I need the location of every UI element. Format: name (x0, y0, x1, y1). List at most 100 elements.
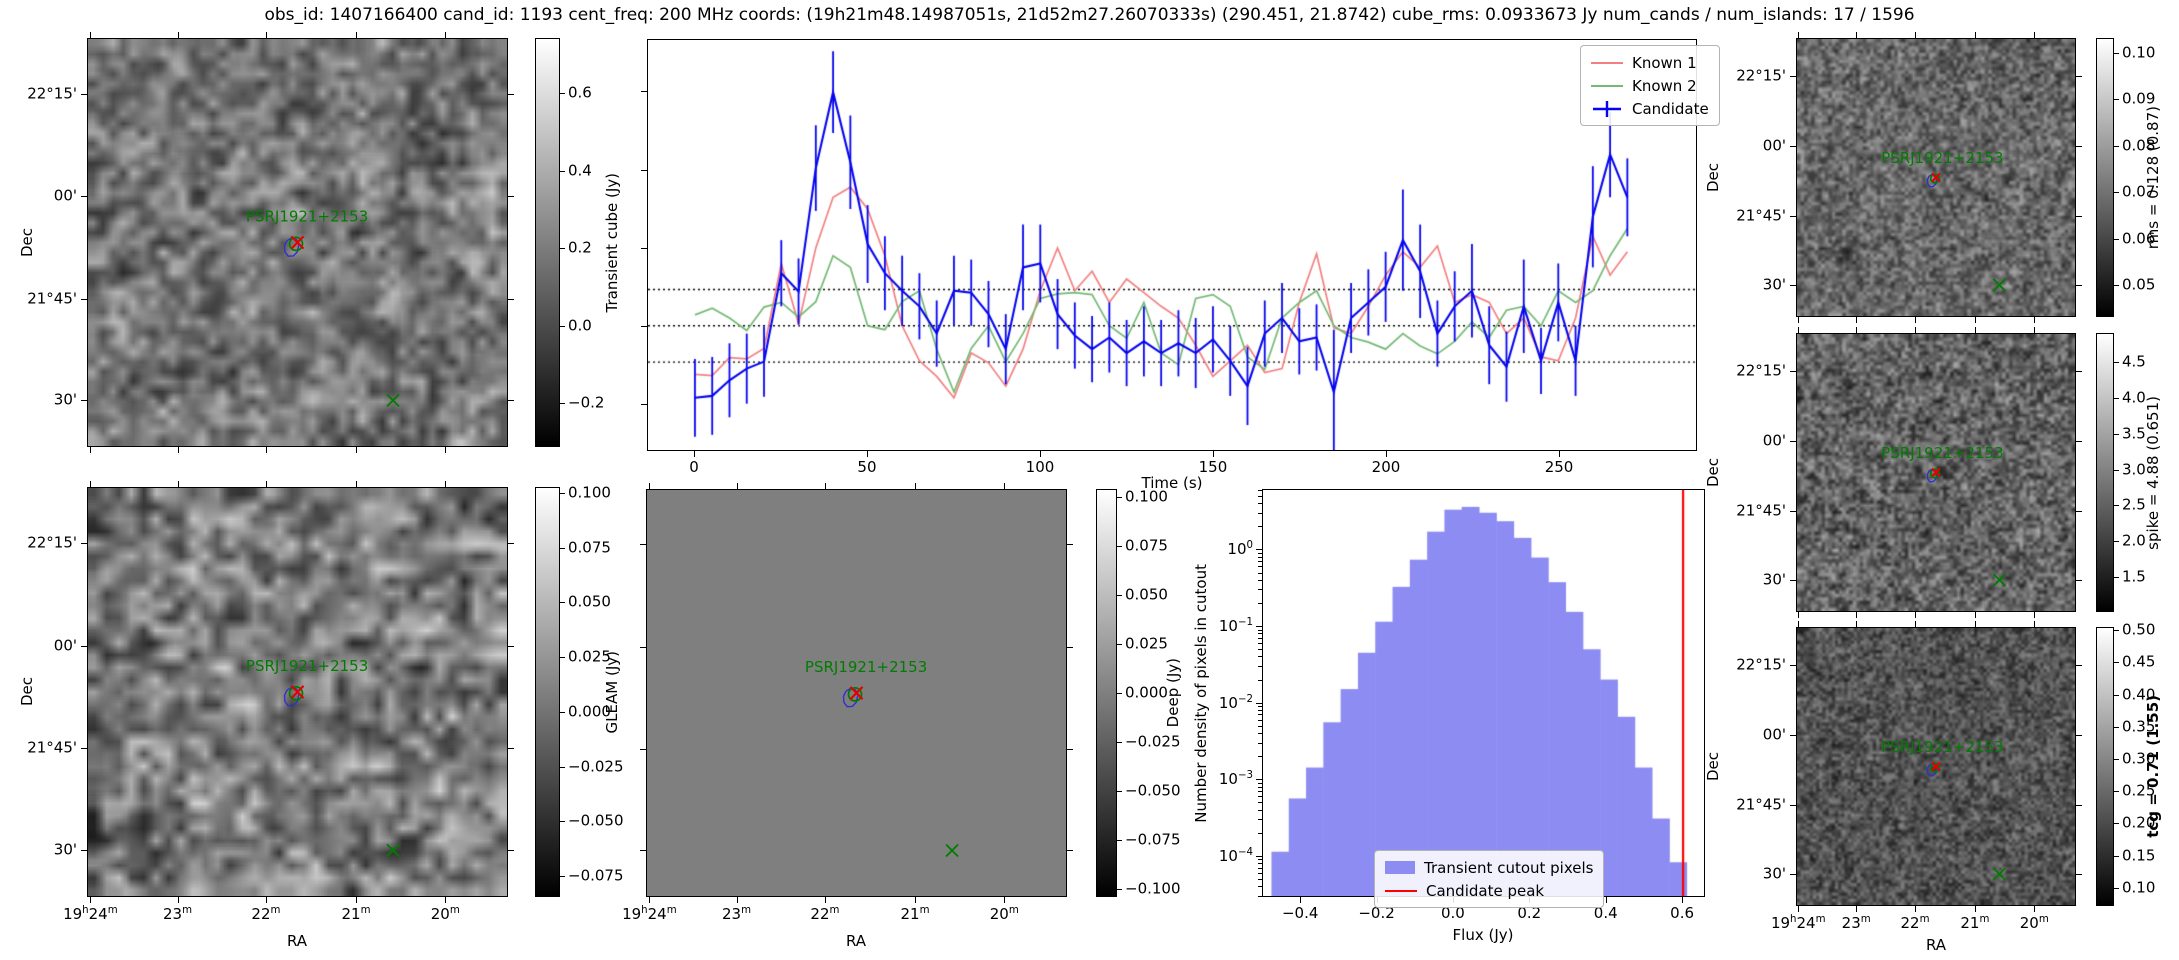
axis-tick (356, 447, 358, 453)
axis-tick (81, 645, 87, 647)
colorbar-tick-label: −0.050 (568, 811, 624, 830)
axis-tick (1856, 327, 1858, 333)
transient-colorbar (535, 38, 560, 447)
axis-tick (1117, 889, 1122, 891)
dec-tick-label: 00' (53, 636, 77, 655)
density-tick-label: 10−4 (1218, 846, 1253, 865)
cutout-panel-tcg: PSRJ1921+2153 (1796, 627, 2076, 906)
axis-tick (1117, 693, 1122, 694)
axis-tick (81, 196, 87, 198)
source-name-label: PSRJ1921+2153 (1881, 149, 2003, 167)
axis-tick (1258, 802, 1262, 804)
axis-tick (1258, 572, 1262, 574)
colorbar-tick-label: 0.05 (2122, 275, 2156, 294)
axis-tick (2114, 887, 2119, 889)
ra-tick-label: 19h24m (622, 905, 677, 923)
dec-tick-label: 00' (1762, 136, 1786, 155)
candidate-x-marker (290, 685, 305, 699)
axis-tick (1258, 709, 1262, 711)
density-tick-label: 10−3 (1218, 770, 1253, 789)
dec-tick-label: 00' (53, 186, 77, 205)
colorbar-tick-label: 0.10 (2122, 43, 2156, 62)
axis-tick (1974, 317, 1976, 323)
axis-tick (265, 32, 267, 38)
axis-tick (2076, 75, 2082, 77)
colorbar-tick-label: 0.25 (2122, 781, 2156, 800)
spike-overlay: PSRJ1921+2153 (1881, 444, 2007, 587)
axis-tick (356, 32, 358, 38)
dec-tick-label: 21°45' (27, 289, 77, 308)
axis-tick (1117, 840, 1122, 842)
axis-tick (508, 645, 514, 647)
axis-tick (1790, 734, 1796, 736)
axis-tick (1974, 612, 1976, 618)
axis-tick (2076, 579, 2082, 581)
axis-tick (1258, 886, 1262, 888)
colorbar-tick-label: −0.075 (568, 866, 624, 885)
axis-tick (736, 897, 738, 903)
legend-label: Transient cutout pixels (1424, 858, 1594, 877)
colorbar-tick-label: 4.0 (2122, 388, 2146, 407)
axis-tick (508, 196, 514, 198)
axis-tick (1856, 612, 1858, 618)
candidate-x-marker (1931, 761, 1941, 772)
axis-tick (1258, 859, 1262, 861)
source-name-label: PSRJ1921+2153 (246, 657, 368, 675)
axis-tick (1258, 629, 1262, 631)
tcg-overlay: PSRJ1921+2153 (1881, 738, 2007, 881)
axis-tick (2114, 541, 2119, 543)
axis-tick (2034, 612, 2036, 618)
colorbar-tick-label: 0.100 (568, 483, 611, 502)
dec-tick-label: 21°45' (1736, 206, 1786, 225)
ra-tick-label: 21m (1960, 914, 1990, 932)
time-tick-label: 100 (1025, 458, 1055, 476)
colorbar-tick-label: −0.025 (568, 757, 624, 776)
known-source-circle-marker (1929, 468, 1941, 479)
flux-histogram-canvas (1263, 490, 1704, 896)
axis-tick (560, 547, 565, 549)
axis-tick (1790, 215, 1796, 217)
dec-axis-title-wrap: Dec (1702, 333, 1724, 612)
source-name-label: PSRJ1921+2153 (246, 207, 368, 225)
dec-tick-label: 22°15' (1736, 361, 1786, 380)
spike-colorbar (2096, 333, 2114, 612)
axis-tick (694, 451, 696, 457)
axis-tick (1915, 612, 1916, 618)
axis-tick (90, 32, 92, 38)
axis-tick (1915, 32, 1916, 38)
axis-tick (640, 646, 646, 648)
lightcurve-xlabel: Time (s) (1141, 474, 1203, 492)
axis-tick (1258, 643, 1262, 644)
axis-tick (1790, 664, 1796, 666)
axis-tick (1256, 779, 1262, 781)
axis-tick (2114, 694, 2119, 696)
axis-tick (2076, 510, 2082, 512)
axis-tick (90, 481, 92, 487)
dec-tick-label: 22°15' (27, 533, 77, 552)
axis-tick (1798, 317, 1800, 323)
axis-tick (1256, 549, 1262, 551)
axis-tick (1385, 451, 1387, 457)
axis-tick (1258, 649, 1262, 651)
axis-tick (1256, 855, 1262, 857)
axis-tick (2114, 99, 2119, 101)
dec-tick-label: 30' (1762, 275, 1786, 294)
axis-tick (508, 542, 514, 544)
axis-tick (1258, 526, 1262, 528)
source-name-label: PSRJ1921+2153 (1881, 738, 2003, 756)
ra-axis-title: RA (1925, 936, 1947, 954)
legend-row-known2: Known 2 (1591, 74, 1709, 97)
axis-tick (265, 447, 267, 453)
axis-tick (1258, 706, 1262, 708)
colorbar-label-wrap: Transient cube (Jy) (601, 38, 623, 447)
candidate-sample-glyph (1593, 100, 1621, 117)
axis-tick (560, 711, 565, 713)
ra-tick-label: 19h24m (63, 905, 118, 923)
axis-tick (2034, 621, 2036, 627)
axis-tick (1117, 741, 1122, 743)
axis-tick (2114, 662, 2119, 664)
axis-tick (2114, 398, 2119, 399)
axis-tick (177, 447, 179, 453)
axis-tick (2114, 192, 2119, 194)
